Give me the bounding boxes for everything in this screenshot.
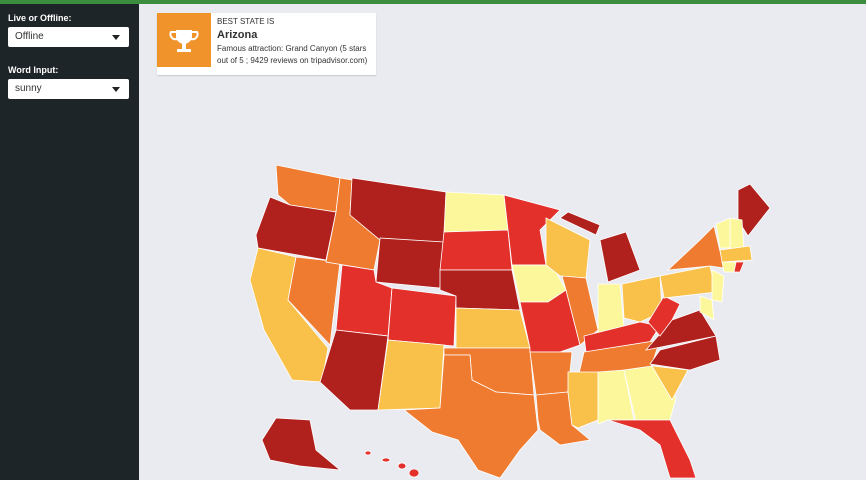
word-value: sunny	[15, 83, 42, 94]
state[interactable]	[559, 211, 601, 236]
state[interactable]	[519, 289, 581, 353]
state[interactable]	[261, 417, 342, 471]
info-state: Arizona	[217, 29, 258, 41]
state[interactable]	[623, 365, 677, 423]
state[interactable]	[439, 229, 513, 271]
state[interactable]	[649, 335, 721, 371]
state[interactable]	[715, 217, 731, 249]
state[interactable]	[387, 287, 457, 347]
state[interactable]	[597, 283, 625, 335]
state[interactable]	[651, 365, 689, 401]
state[interactable]	[699, 295, 715, 321]
info-text: BEST STATE IS Arizona Famous attraction:…	[217, 17, 371, 67]
state[interactable]	[287, 256, 341, 346]
state[interactable]	[375, 237, 445, 289]
state[interactable]	[408, 468, 420, 478]
sidebar: Live or Offline: Offline Word Input: sun…	[0, 4, 139, 480]
state[interactable]	[402, 354, 539, 479]
state[interactable]	[729, 217, 745, 251]
state[interactable]	[599, 231, 641, 283]
trophy-icon	[157, 13, 211, 67]
caret	[112, 35, 120, 40]
mode-select[interactable]: Offline	[8, 27, 129, 47]
state[interactable]	[381, 457, 391, 463]
state[interactable]	[733, 261, 745, 273]
state[interactable]	[443, 191, 509, 233]
state[interactable]	[377, 339, 445, 411]
state[interactable]	[455, 307, 531, 349]
state[interactable]	[719, 245, 753, 263]
mode-value: Offline	[15, 31, 44, 42]
state[interactable]	[319, 329, 389, 411]
info-heading: BEST STATE IS	[217, 17, 275, 26]
state[interactable]	[659, 265, 717, 299]
state[interactable]	[666, 225, 725, 271]
state[interactable]	[607, 419, 697, 479]
state[interactable]	[529, 351, 573, 396]
header-bar	[0, 0, 866, 4]
state[interactable]	[647, 295, 681, 337]
word-select[interactable]: sunny	[8, 79, 129, 99]
states	[249, 164, 771, 479]
mode-label: Live or Offline:	[8, 13, 72, 23]
state[interactable]	[397, 462, 407, 470]
caret	[112, 87, 120, 92]
info-box: BEST STATE IS Arizona Famous attraction:…	[157, 13, 376, 75]
word-label: Word Input:	[8, 65, 59, 75]
state[interactable]	[567, 371, 599, 429]
state[interactable]	[711, 269, 725, 303]
state[interactable]	[737, 183, 771, 237]
info-description: Famous attraction: Grand Canyon (5 stars…	[217, 44, 368, 65]
state[interactable]	[364, 450, 372, 456]
